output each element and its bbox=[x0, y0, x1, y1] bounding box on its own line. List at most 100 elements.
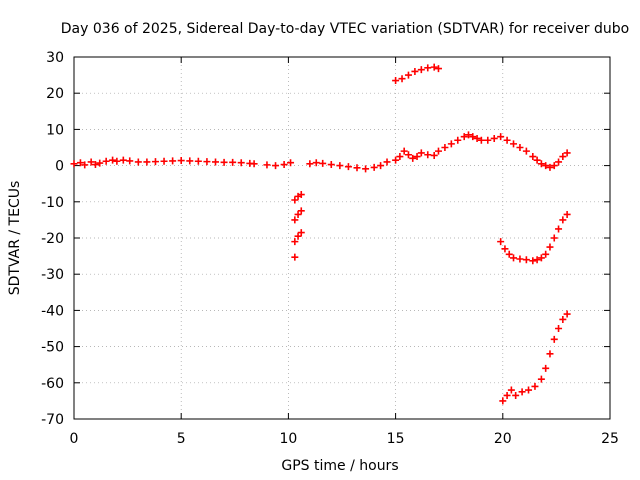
data-point bbox=[383, 158, 391, 166]
data-point bbox=[327, 161, 335, 169]
data-point bbox=[563, 210, 571, 218]
data-point bbox=[70, 160, 78, 168]
data-point bbox=[319, 159, 327, 167]
data-point bbox=[417, 149, 425, 157]
y-tick-label: 10 bbox=[46, 122, 64, 138]
data-point bbox=[512, 391, 520, 399]
data-point bbox=[177, 157, 185, 165]
x-tick-label: 0 bbox=[70, 431, 79, 447]
data-point bbox=[505, 250, 513, 258]
x-tick-label: 25 bbox=[601, 431, 619, 447]
data-point bbox=[151, 158, 159, 166]
data-point bbox=[542, 364, 550, 372]
data-point bbox=[441, 144, 449, 151]
x-tick-label: 5 bbox=[177, 431, 186, 447]
data-point bbox=[550, 335, 558, 343]
data-point bbox=[546, 243, 554, 251]
data-point bbox=[76, 159, 84, 167]
data-point bbox=[87, 158, 95, 166]
data-point bbox=[294, 210, 302, 218]
data-point bbox=[291, 238, 299, 246]
axis-ticks: 0 5 10 15 20 25 -70 -60 -50 -40 -30 -20 -10 0 10 20 30 bbox=[41, 50, 619, 447]
x-tick-label: 15 bbox=[387, 431, 405, 447]
y-tick-label: 30 bbox=[46, 50, 64, 66]
data-point bbox=[126, 157, 134, 165]
data-point bbox=[370, 163, 378, 171]
data-point bbox=[503, 391, 511, 399]
data-point bbox=[555, 225, 563, 233]
data-point bbox=[555, 158, 563, 166]
y-axis-label: SDTVAR / TECUs bbox=[7, 181, 23, 296]
data-point bbox=[398, 75, 406, 83]
data-point bbox=[537, 375, 545, 383]
data-point bbox=[563, 149, 571, 157]
data-point bbox=[542, 250, 550, 258]
data-point bbox=[525, 386, 533, 394]
y-tick-label: -50 bbox=[41, 340, 64, 356]
data-point bbox=[542, 162, 550, 170]
data-point bbox=[507, 386, 515, 394]
data-point bbox=[280, 161, 288, 169]
data-point bbox=[353, 164, 361, 172]
data-point bbox=[377, 162, 385, 170]
data-point bbox=[546, 350, 554, 358]
data-point bbox=[503, 136, 511, 144]
data-point bbox=[559, 315, 567, 323]
data-point bbox=[473, 134, 481, 142]
data-point bbox=[237, 159, 245, 167]
data-point bbox=[550, 234, 558, 242]
data-point bbox=[497, 133, 505, 141]
grid bbox=[74, 57, 610, 419]
y-tick-label: 0 bbox=[55, 159, 64, 175]
data-point bbox=[392, 77, 400, 85]
data-point bbox=[229, 158, 237, 166]
data-point bbox=[336, 162, 344, 170]
data-point bbox=[113, 157, 121, 165]
data-point bbox=[559, 216, 567, 224]
y-tick-label: -40 bbox=[41, 303, 64, 319]
data-point bbox=[91, 161, 99, 169]
data-point bbox=[203, 158, 211, 166]
data-point bbox=[533, 256, 541, 264]
data-point bbox=[297, 191, 305, 199]
data-point bbox=[143, 158, 151, 166]
data-point bbox=[501, 245, 509, 253]
data-point bbox=[516, 144, 524, 151]
y-tick-label: -60 bbox=[41, 376, 64, 392]
data-point bbox=[411, 67, 419, 75]
data-point bbox=[510, 140, 518, 148]
data-point bbox=[546, 163, 554, 171]
data-point bbox=[396, 153, 404, 161]
data-point bbox=[392, 156, 400, 164]
data-point bbox=[424, 64, 432, 72]
data-point bbox=[464, 131, 472, 139]
data-point bbox=[109, 156, 117, 164]
data-point bbox=[362, 165, 370, 173]
data-point bbox=[409, 154, 417, 162]
y-tick-label: -20 bbox=[41, 231, 64, 247]
data-point bbox=[424, 151, 432, 159]
data-point bbox=[522, 256, 530, 264]
data-point bbox=[212, 158, 220, 166]
data-point bbox=[550, 162, 558, 170]
data-point bbox=[434, 147, 442, 155]
data-point bbox=[454, 136, 462, 144]
x-tick-label: 20 bbox=[494, 431, 512, 447]
data-point bbox=[250, 160, 258, 168]
data-point bbox=[194, 157, 202, 165]
data-point bbox=[533, 156, 541, 164]
data-point bbox=[134, 158, 142, 166]
data-point bbox=[537, 254, 545, 262]
data-point bbox=[272, 162, 280, 170]
data-series-sdtvar bbox=[70, 63, 571, 405]
data-point bbox=[297, 207, 305, 215]
data-point bbox=[186, 157, 194, 165]
x-tick-label: 10 bbox=[279, 431, 297, 447]
data-point bbox=[81, 161, 89, 169]
data-point bbox=[287, 159, 295, 167]
data-point bbox=[563, 310, 571, 318]
data-point bbox=[306, 160, 314, 168]
data-point bbox=[497, 238, 505, 246]
data-point bbox=[559, 153, 567, 161]
data-point bbox=[430, 63, 438, 71]
